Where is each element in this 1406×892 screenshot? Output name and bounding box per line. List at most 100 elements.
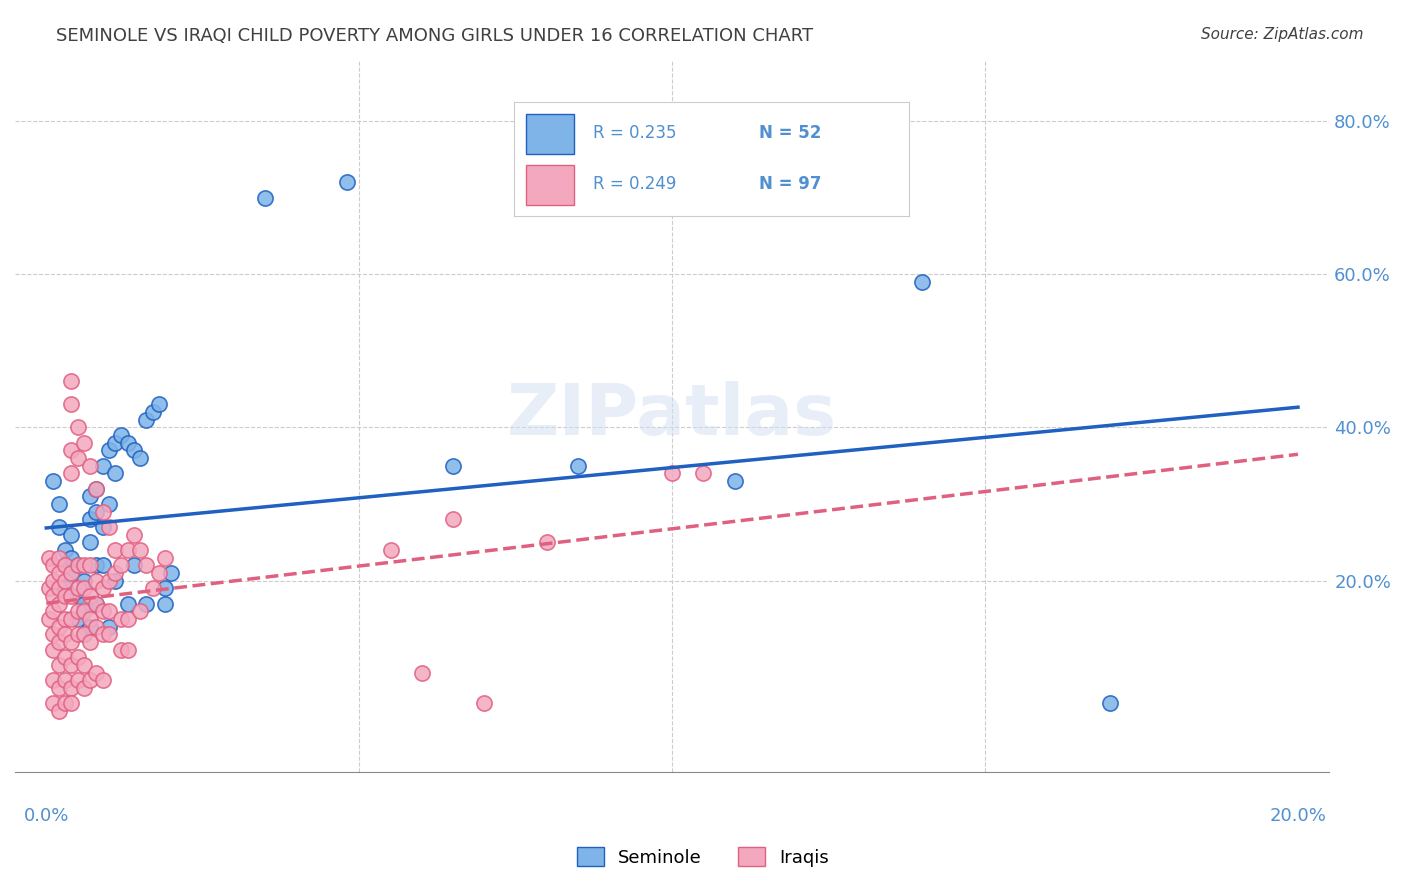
Point xyxy=(53,612,76,626)
Point xyxy=(66,650,89,665)
Point xyxy=(41,604,63,618)
Point xyxy=(60,443,83,458)
Point xyxy=(60,566,83,580)
Point xyxy=(104,574,127,588)
Point xyxy=(60,527,83,541)
Point xyxy=(41,558,63,573)
Point xyxy=(41,589,63,603)
Point xyxy=(91,673,114,688)
Point xyxy=(60,397,83,411)
Point xyxy=(122,527,145,541)
Point xyxy=(135,413,157,427)
Point xyxy=(48,620,70,634)
Text: 20.0%: 20.0% xyxy=(1270,806,1326,825)
Point xyxy=(79,535,101,549)
Point xyxy=(117,597,139,611)
Point xyxy=(104,566,127,580)
Point xyxy=(117,543,139,558)
Point xyxy=(91,582,114,596)
Point xyxy=(117,642,139,657)
Point xyxy=(79,673,101,688)
Point xyxy=(724,474,747,488)
Point xyxy=(79,620,101,634)
Point xyxy=(66,420,89,434)
Point xyxy=(91,520,114,534)
Point xyxy=(79,512,101,526)
Point xyxy=(110,642,132,657)
Point xyxy=(73,435,96,450)
Point xyxy=(692,467,714,481)
Point xyxy=(48,597,70,611)
Point xyxy=(38,550,60,565)
Point xyxy=(441,458,464,473)
Point xyxy=(53,650,76,665)
Point xyxy=(336,175,359,189)
Point xyxy=(41,474,63,488)
Point xyxy=(48,582,70,596)
Point xyxy=(153,582,176,596)
Point xyxy=(86,665,108,680)
Point xyxy=(148,397,170,411)
Point xyxy=(86,505,108,519)
Point xyxy=(60,550,83,565)
Text: Source: ZipAtlas.com: Source: ZipAtlas.com xyxy=(1201,27,1364,42)
Point xyxy=(41,574,63,588)
Point xyxy=(41,627,63,641)
Point xyxy=(79,558,101,573)
Point xyxy=(66,627,89,641)
Point xyxy=(53,558,76,573)
Point xyxy=(60,589,83,603)
Point xyxy=(135,597,157,611)
Point xyxy=(122,558,145,573)
Point xyxy=(38,582,60,596)
Point xyxy=(142,582,165,596)
Point xyxy=(66,612,89,626)
Point xyxy=(97,604,120,618)
Point xyxy=(79,489,101,503)
Point xyxy=(117,612,139,626)
Point xyxy=(661,467,683,481)
Point xyxy=(122,443,145,458)
Point xyxy=(160,566,183,580)
Point xyxy=(48,681,70,695)
Point xyxy=(91,627,114,641)
Text: SEMINOLE VS IRAQI CHILD POVERTY AMONG GIRLS UNDER 16 CORRELATION CHART: SEMINOLE VS IRAQI CHILD POVERTY AMONG GI… xyxy=(56,27,813,45)
Point xyxy=(66,558,89,573)
Point xyxy=(110,612,132,626)
Point xyxy=(41,642,63,657)
Point xyxy=(91,558,114,573)
Point xyxy=(380,543,402,558)
Point xyxy=(79,458,101,473)
Point xyxy=(60,467,83,481)
Point xyxy=(474,696,496,710)
Point xyxy=(38,612,60,626)
Point xyxy=(86,597,108,611)
Point xyxy=(97,520,120,534)
Point xyxy=(110,428,132,442)
Point xyxy=(86,574,108,588)
Point xyxy=(41,696,63,710)
Point xyxy=(48,704,70,718)
Point xyxy=(86,482,108,496)
Point xyxy=(73,604,96,618)
Point xyxy=(60,635,83,649)
Point xyxy=(104,467,127,481)
Point xyxy=(97,497,120,511)
Point xyxy=(66,673,89,688)
Point xyxy=(86,482,108,496)
Point xyxy=(110,558,132,573)
Point xyxy=(1099,696,1122,710)
Point xyxy=(567,458,589,473)
Point xyxy=(48,550,70,565)
Point xyxy=(60,696,83,710)
Legend: Seminole, Iraqis: Seminole, Iraqis xyxy=(569,840,837,874)
Point xyxy=(91,458,114,473)
Point xyxy=(53,673,76,688)
Point xyxy=(60,657,83,672)
Point xyxy=(48,497,70,511)
Point xyxy=(53,696,76,710)
Point xyxy=(536,535,558,549)
Point xyxy=(441,512,464,526)
Point xyxy=(53,543,76,558)
Point xyxy=(97,627,120,641)
